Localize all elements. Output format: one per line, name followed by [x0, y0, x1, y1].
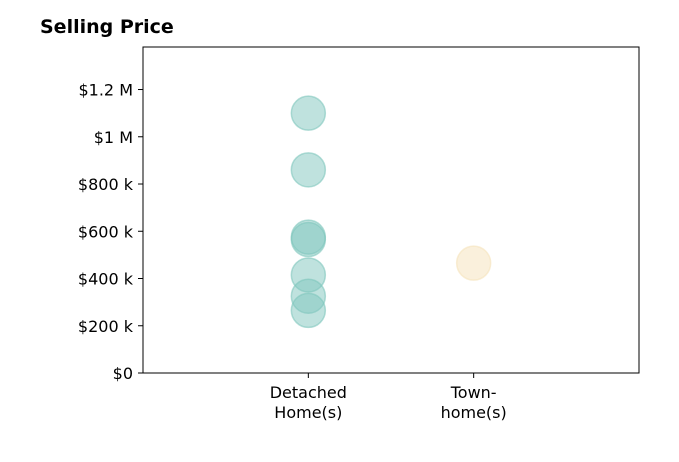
y-tick-label: $800 k	[78, 175, 134, 194]
plot-frame	[142, 46, 640, 374]
x-tick-label: Town-	[450, 383, 497, 402]
y-axis: $0 $200 k $400 k $600 k $800 k $1 M $1.2 M	[78, 81, 143, 383]
chart-title: Selling Price	[40, 16, 174, 38]
points-layer	[290, 95, 492, 329]
y-tick-label: $600 k	[78, 222, 134, 241]
data-point	[290, 292, 327, 329]
y-tick-label: $0	[113, 364, 133, 383]
y-tick-label: $400 k	[78, 270, 134, 289]
x-tick-label: Detached	[270, 383, 347, 402]
x-tick-label: home(s)	[441, 403, 507, 422]
data-point	[290, 221, 327, 258]
y-tick-label: $1 M	[94, 128, 133, 147]
data-point	[290, 95, 327, 131]
data-point	[290, 152, 327, 188]
data-point	[455, 245, 492, 281]
x-tick-label: Home(s)	[274, 403, 342, 422]
y-tick-label: $1.2 M	[78, 81, 133, 100]
y-tick-label: $200 k	[78, 317, 134, 336]
